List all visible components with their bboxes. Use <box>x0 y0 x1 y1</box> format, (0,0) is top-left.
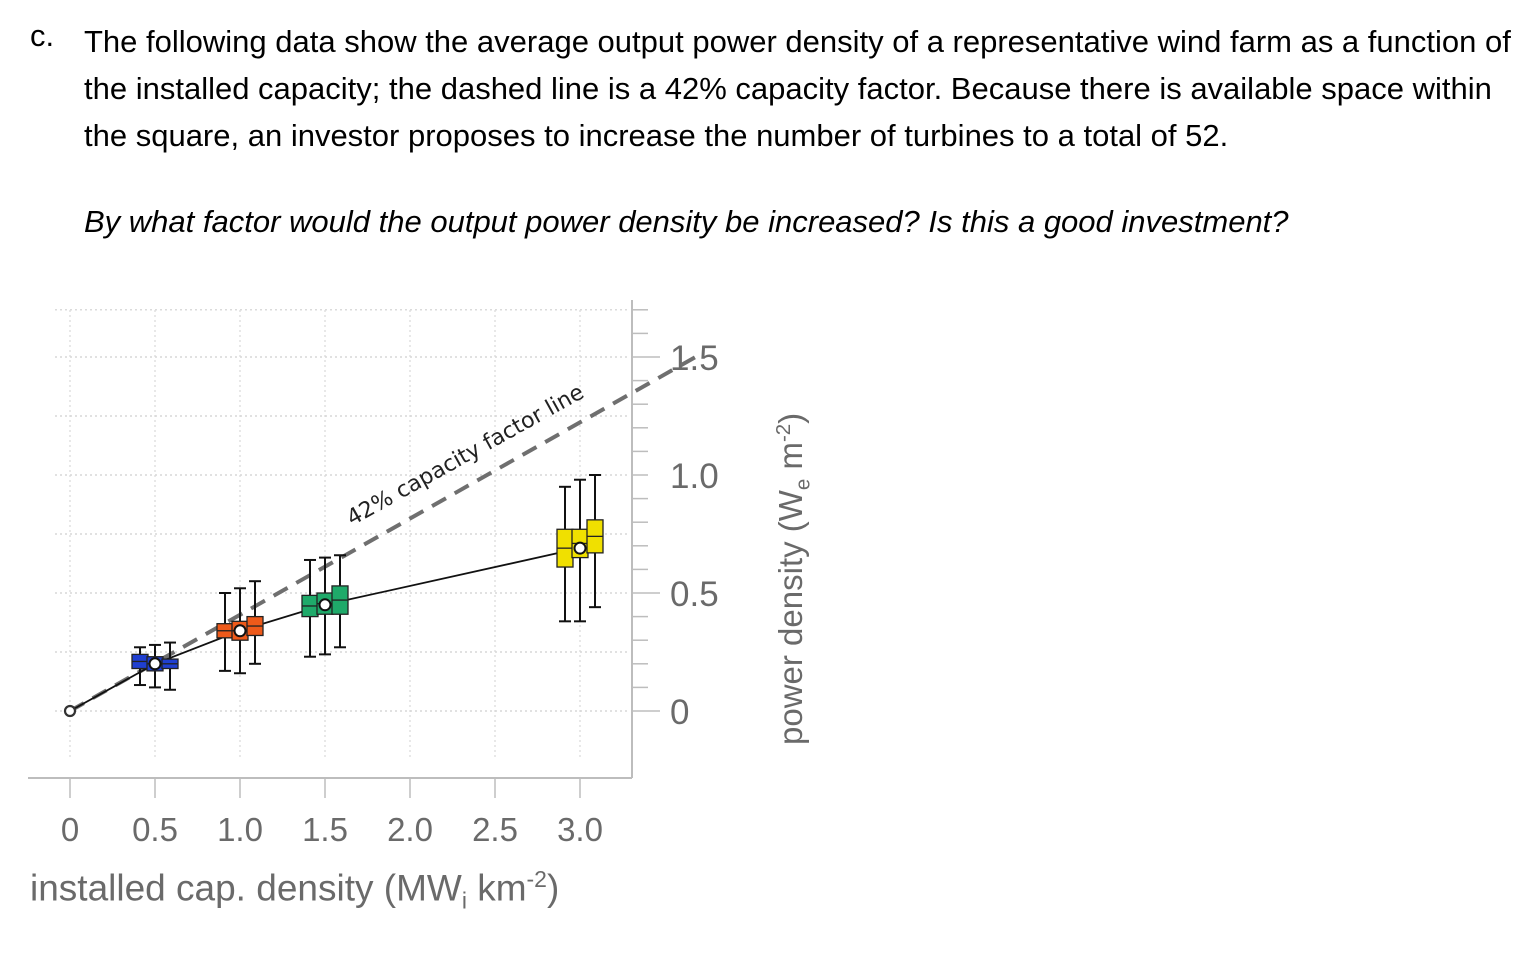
x-tick-label: 0.5 <box>132 811 178 848</box>
box-group-0 <box>131 641 179 691</box>
mean-marker <box>233 624 247 638</box>
x-tick-label: 2.0 <box>387 811 433 848</box>
box-groups <box>63 474 604 718</box>
x-tick-label: 1.0 <box>217 811 263 848</box>
y-axis-ticks: 00.51.01.5 <box>632 309 719 732</box>
x-tick-label: 3.0 <box>557 811 603 848</box>
capacity-factor-annotation: 42% capacity factor line <box>343 380 589 531</box>
grid-lines <box>55 309 630 760</box>
x-axis-label: installed cap. density (MWi km-2) <box>30 866 560 914</box>
y-tick-label: 0 <box>670 693 689 732</box>
capacity-factor-reference <box>69 352 702 713</box>
x-axis-ticks: 0 0.5 1.0 1.5 2.0 2.5 3.0 <box>61 778 603 848</box>
box-group-2 <box>301 554 349 658</box>
mean-marker <box>318 598 332 612</box>
box-plot-chart: 0 0.5 1.0 1.5 2.0 2.5 3.0 0 0.5 1.0 1.5 42% capac… <box>28 300 719 848</box>
question-ask: By what factor would the output power de… <box>84 204 1289 239</box>
x-tick-label: 1.5 <box>302 811 348 848</box>
box-group-3 <box>556 474 604 623</box>
box-group-1 <box>216 580 264 675</box>
y-tick-label: 1.0 <box>670 457 719 496</box>
plot-frame <box>28 300 633 779</box>
y-axis-label: power density (We m-2) <box>772 412 815 745</box>
reference-line <box>69 352 702 713</box>
x-tick-label: 2.5 <box>472 811 518 848</box>
question-label: c. <box>30 18 55 53</box>
mean-marker <box>148 657 162 671</box>
x-tick-label: 0 <box>61 811 79 848</box>
y-tick-label: 0.5 <box>670 575 719 614</box>
origin-marker <box>63 704 77 718</box>
mean-marker <box>573 541 587 555</box>
question-text: The following data show the average outp… <box>84 24 1511 153</box>
